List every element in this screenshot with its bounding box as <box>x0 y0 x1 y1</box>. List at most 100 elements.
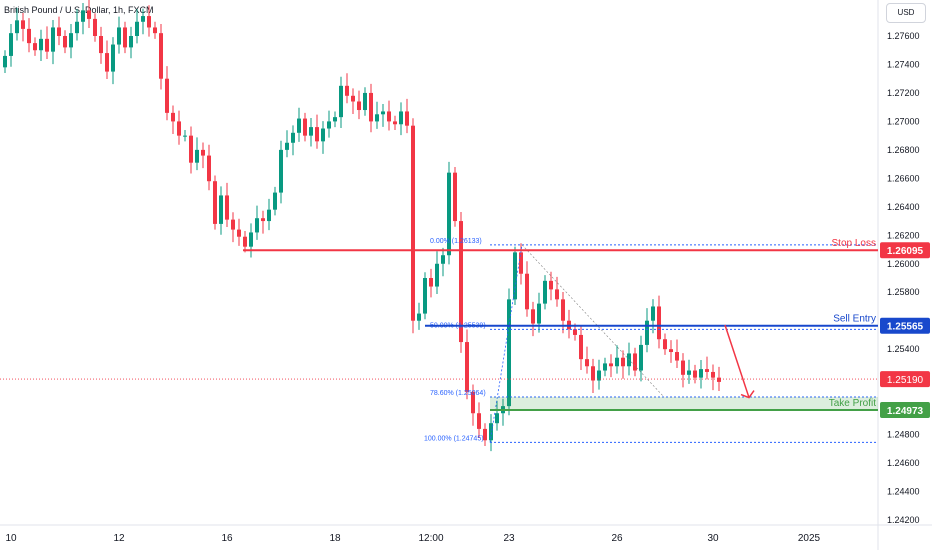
candle-body <box>141 16 145 22</box>
down-arrow-head-icon <box>740 390 755 399</box>
candle-body <box>603 363 607 371</box>
candle-body <box>615 357 619 367</box>
candle-body <box>621 357 625 367</box>
candle-body <box>381 111 385 115</box>
candle-body <box>633 353 637 371</box>
candle-body <box>531 309 535 324</box>
currency-selector[interactable]: USD <box>886 3 926 23</box>
candle-body <box>651 306 655 321</box>
candle-body <box>99 36 103 54</box>
candle-body <box>327 121 331 129</box>
candle-body <box>363 92 367 111</box>
candle-body <box>519 252 523 274</box>
x-tick-label: 18 <box>329 533 341 544</box>
level-price-label: 1.24973 <box>887 406 924 417</box>
candle-body <box>585 359 589 367</box>
fib-level-label: 100.00% (1.24745) <box>424 435 484 442</box>
candle-body <box>237 229 241 237</box>
candle-body <box>345 85 349 96</box>
candle-body <box>123 27 127 48</box>
down-arrow-icon <box>724 324 750 398</box>
candle-body <box>453 172 457 222</box>
candle-body <box>561 299 565 321</box>
x-tick-label: 12:00 <box>418 533 443 544</box>
candle-body <box>717 377 721 382</box>
candle-body <box>333 117 337 122</box>
candle-body <box>711 371 715 378</box>
candle-body <box>129 36 133 48</box>
candle-body <box>33 43 37 51</box>
candle-body <box>441 255 445 264</box>
candle-body <box>699 369 703 378</box>
candle-body <box>183 135 187 137</box>
candle-body <box>249 232 253 247</box>
candle-body <box>555 289 559 300</box>
candle-body <box>375 114 379 122</box>
candle-body <box>525 273 529 310</box>
candle-body <box>447 172 451 256</box>
y-tick-label: 1.24400 <box>887 487 920 497</box>
candle-body <box>45 38 49 52</box>
level-price-tag <box>880 401 930 418</box>
candle-body <box>105 53 109 72</box>
fib-trend-line <box>489 244 523 443</box>
candle-body <box>357 101 361 111</box>
candle-body <box>291 132 295 143</box>
candle-body <box>207 155 211 182</box>
candle-body <box>213 181 217 224</box>
candle-body <box>3 55 7 68</box>
chart-title: British Pound / U.S. Dollar, 1h, FXCM <box>4 5 154 15</box>
y-tick-label: 1.24800 <box>887 430 920 440</box>
candle-body <box>411 125 415 321</box>
y-tick-label: 1.27200 <box>887 88 920 98</box>
x-tick-label: 16 <box>221 533 233 544</box>
candle-body <box>387 111 391 122</box>
candle-body <box>81 10 85 22</box>
candle-body <box>147 16 151 28</box>
candle-body <box>75 21 79 34</box>
candle-body <box>9 33 13 56</box>
fib-trend-line <box>521 244 665 398</box>
level-price-tag <box>880 317 930 334</box>
candle-body <box>495 413 499 424</box>
candle-body <box>693 370 697 378</box>
candle-body <box>57 27 61 36</box>
candle-body <box>165 78 169 113</box>
candle-body <box>21 20 25 29</box>
candle-body <box>117 27 121 45</box>
y-tick-label: 1.27400 <box>887 59 920 69</box>
candle-body <box>243 236 247 247</box>
candle-body <box>537 303 541 324</box>
level-name-sell-entry: Sell Entry <box>833 314 876 325</box>
candle-body <box>297 118 301 133</box>
candle-body <box>507 299 511 407</box>
candle-body <box>675 352 679 361</box>
candle-body <box>435 263 439 287</box>
candle-body <box>159 33 163 79</box>
y-tick-label: 1.26800 <box>887 145 920 155</box>
candle-body <box>597 370 601 381</box>
x-tick-label: 10 <box>5 533 17 544</box>
candle-body <box>459 221 463 343</box>
candle-body <box>219 195 223 224</box>
y-tick-label: 1.25400 <box>887 344 920 354</box>
candle-body <box>513 252 517 300</box>
candle-body <box>669 349 673 353</box>
candle-body <box>189 135 193 163</box>
x-tick-label: 23 <box>503 533 515 544</box>
candle-body <box>279 149 283 193</box>
y-tick-label: 1.26600 <box>887 173 920 183</box>
level-name-stop-loss: Stop Loss <box>832 238 876 249</box>
x-tick-label: 12 <box>113 533 125 544</box>
y-tick-label: 1.24200 <box>887 515 920 525</box>
candle-body <box>15 20 19 34</box>
y-tick-label: 1.26000 <box>887 259 920 269</box>
candle-body <box>543 280 547 304</box>
candle-body <box>63 36 67 48</box>
candle-body <box>579 334 583 360</box>
candle-body <box>171 112 175 122</box>
candle-body <box>417 313 421 321</box>
candle-body <box>309 127 313 136</box>
